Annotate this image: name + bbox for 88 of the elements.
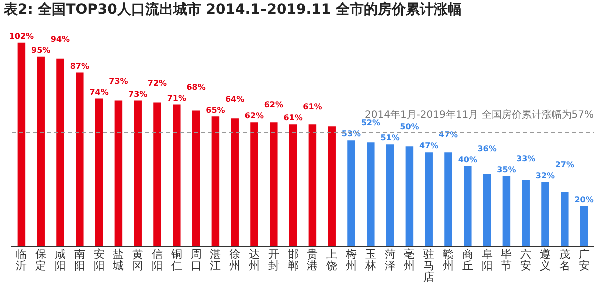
x-tick-label: 徐州 — [230, 248, 241, 273]
bar — [522, 180, 530, 246]
x-tick-label: 南阳 — [74, 248, 86, 273]
data-label: 47% — [420, 142, 439, 151]
bar — [542, 182, 550, 246]
data-label: 73% — [109, 76, 128, 86]
x-tick-label: 遵义 — [540, 248, 551, 273]
x-tick-label: 毕节 — [501, 248, 512, 273]
bar — [18, 42, 26, 246]
bar — [56, 58, 64, 246]
x-tick-label: 开封 — [268, 248, 280, 273]
x-tick-label: 赣州 — [443, 248, 454, 273]
x-tick-label: 商丘 — [462, 248, 474, 273]
data-label: 51% — [380, 134, 400, 143]
bar — [192, 110, 200, 246]
x-tick-label: 驻马店 — [424, 248, 435, 284]
x-tick-label: 盐城 — [112, 248, 124, 273]
x-tick-label: 周口 — [190, 248, 202, 273]
bar — [386, 144, 394, 246]
x-tick-label: 保定 — [36, 248, 47, 273]
x-tick-label: 铜仁 — [170, 248, 182, 273]
bar — [348, 140, 356, 246]
bar — [37, 56, 45, 246]
x-tick-label: 茂名 — [559, 248, 570, 273]
data-label: 52% — [361, 118, 380, 128]
x-tick-label: 六安 — [520, 248, 532, 273]
bar — [270, 122, 278, 246]
x-tick-label: 贵港 — [307, 248, 318, 273]
data-label: 74% — [90, 88, 109, 97]
data-label: 68% — [186, 82, 206, 92]
bar — [580, 206, 588, 246]
data-label: 95% — [32, 46, 51, 55]
bar — [154, 102, 162, 246]
data-label: 62% — [244, 112, 264, 121]
data-label: 27% — [555, 160, 574, 170]
x-tick-label: 达州 — [249, 248, 260, 273]
data-label: 62% — [264, 100, 284, 110]
bar — [561, 192, 569, 246]
x-tick-label: 黄冈 — [132, 248, 144, 273]
data-label: 50% — [400, 122, 420, 132]
data-label: 61% — [284, 114, 303, 123]
bar — [444, 152, 452, 246]
bar — [95, 98, 104, 246]
bar — [250, 122, 258, 246]
x-tick-label: 梅州 — [345, 248, 357, 273]
data-label: 40% — [458, 156, 478, 165]
bar — [76, 72, 84, 246]
bar — [425, 152, 433, 246]
bar — [289, 124, 298, 246]
x-tick-label: 邯郸 — [288, 248, 299, 273]
chart-title: 表2: 全国TOP30人口流出城市 2014.1–2019.11 全市的房价累计涨幅 — [3, 1, 462, 18]
x-tick-label: 广安 — [578, 248, 590, 273]
bar — [464, 166, 472, 246]
data-label: 65% — [206, 106, 226, 115]
bar — [231, 118, 239, 246]
x-tick-label: 信阳 — [152, 248, 163, 273]
x-tick-label: 玉林 — [364, 248, 376, 273]
x-tick-label: 临沂 — [16, 248, 28, 273]
bar — [483, 174, 492, 246]
x-tick-label: 亳州 — [404, 248, 416, 273]
x-tick-label: 上饶 — [326, 248, 338, 273]
bar — [134, 100, 142, 246]
bar — [406, 146, 414, 246]
data-label: 61% — [303, 102, 322, 112]
data-label: 20% — [574, 196, 594, 205]
x-tick-label: 咸阳 — [55, 248, 66, 273]
data-label: 32% — [536, 172, 556, 181]
bar — [173, 104, 181, 246]
bar — [308, 124, 317, 246]
data-label: 71% — [167, 94, 186, 103]
data-label: 35% — [497, 166, 516, 175]
data-label: 87% — [70, 62, 90, 71]
bar — [328, 126, 336, 246]
data-label: 72% — [148, 78, 168, 88]
x-tick-label: 菏泽 — [384, 248, 396, 273]
x-tick-label: 湛江 — [210, 248, 222, 273]
bar — [212, 116, 220, 246]
bar — [114, 100, 123, 246]
x-tick-label: 安阳 — [94, 248, 105, 273]
bar — [367, 142, 375, 246]
bar — [502, 176, 511, 246]
data-label: 102% — [9, 32, 34, 41]
data-label: 36% — [478, 144, 497, 154]
data-label: 33% — [516, 154, 536, 164]
data-label: 64% — [226, 94, 245, 104]
x-tick-label: 阜阳 — [482, 248, 493, 273]
data-label: 94% — [50, 34, 70, 44]
data-label: 73% — [128, 90, 148, 99]
